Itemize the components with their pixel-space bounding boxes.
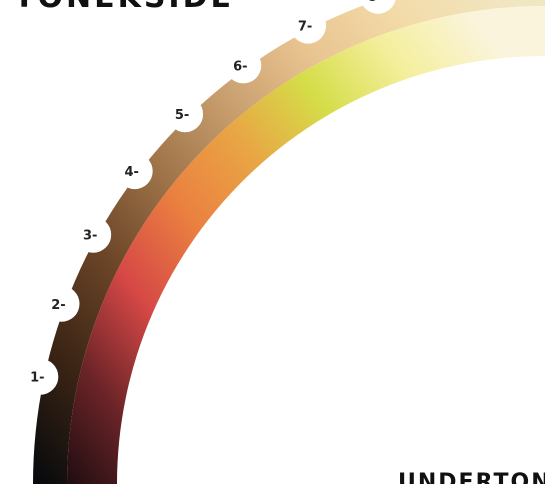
tone-marker-label: 1- xyxy=(30,371,44,386)
tone-marker: 5- xyxy=(167,96,204,133)
tone-marker: 8- xyxy=(360,0,396,14)
tone-marker: 6- xyxy=(225,47,262,84)
tone-marker-label: 3- xyxy=(83,229,97,244)
tone-marker: 3- xyxy=(75,216,112,253)
tone-marker-notch xyxy=(225,47,262,84)
tone-marker: 1- xyxy=(22,358,59,395)
undertone-heading: UNDERTONE xyxy=(398,470,545,484)
undertone-band xyxy=(67,6,545,484)
tone-marker-notch xyxy=(167,96,204,133)
tone-marker-notch xyxy=(290,7,327,44)
tone-marker-label: 8- xyxy=(368,0,382,5)
tone-marker-notch xyxy=(360,0,396,14)
tone-marker-label: 6- xyxy=(233,59,247,74)
tone-marker: 2- xyxy=(43,285,80,322)
tone-marker-notch xyxy=(116,153,153,190)
tone-marker-label: 2- xyxy=(51,298,65,313)
top-heading: TONEKSIDE xyxy=(14,0,234,15)
tone-marker-label: 5- xyxy=(175,108,189,123)
tone-marker-label: 4- xyxy=(124,165,138,180)
tone-marker-label: 7- xyxy=(298,20,312,35)
tone-marker: 7- xyxy=(290,7,327,44)
tone-marker-notch xyxy=(75,216,112,253)
tone-markers: 1-2-3-4-5-6-7-8-9-10- xyxy=(22,0,396,395)
tone-marker-notch xyxy=(22,358,59,395)
tone-marker: 4- xyxy=(116,153,153,190)
tone-marker-notch xyxy=(43,285,80,322)
